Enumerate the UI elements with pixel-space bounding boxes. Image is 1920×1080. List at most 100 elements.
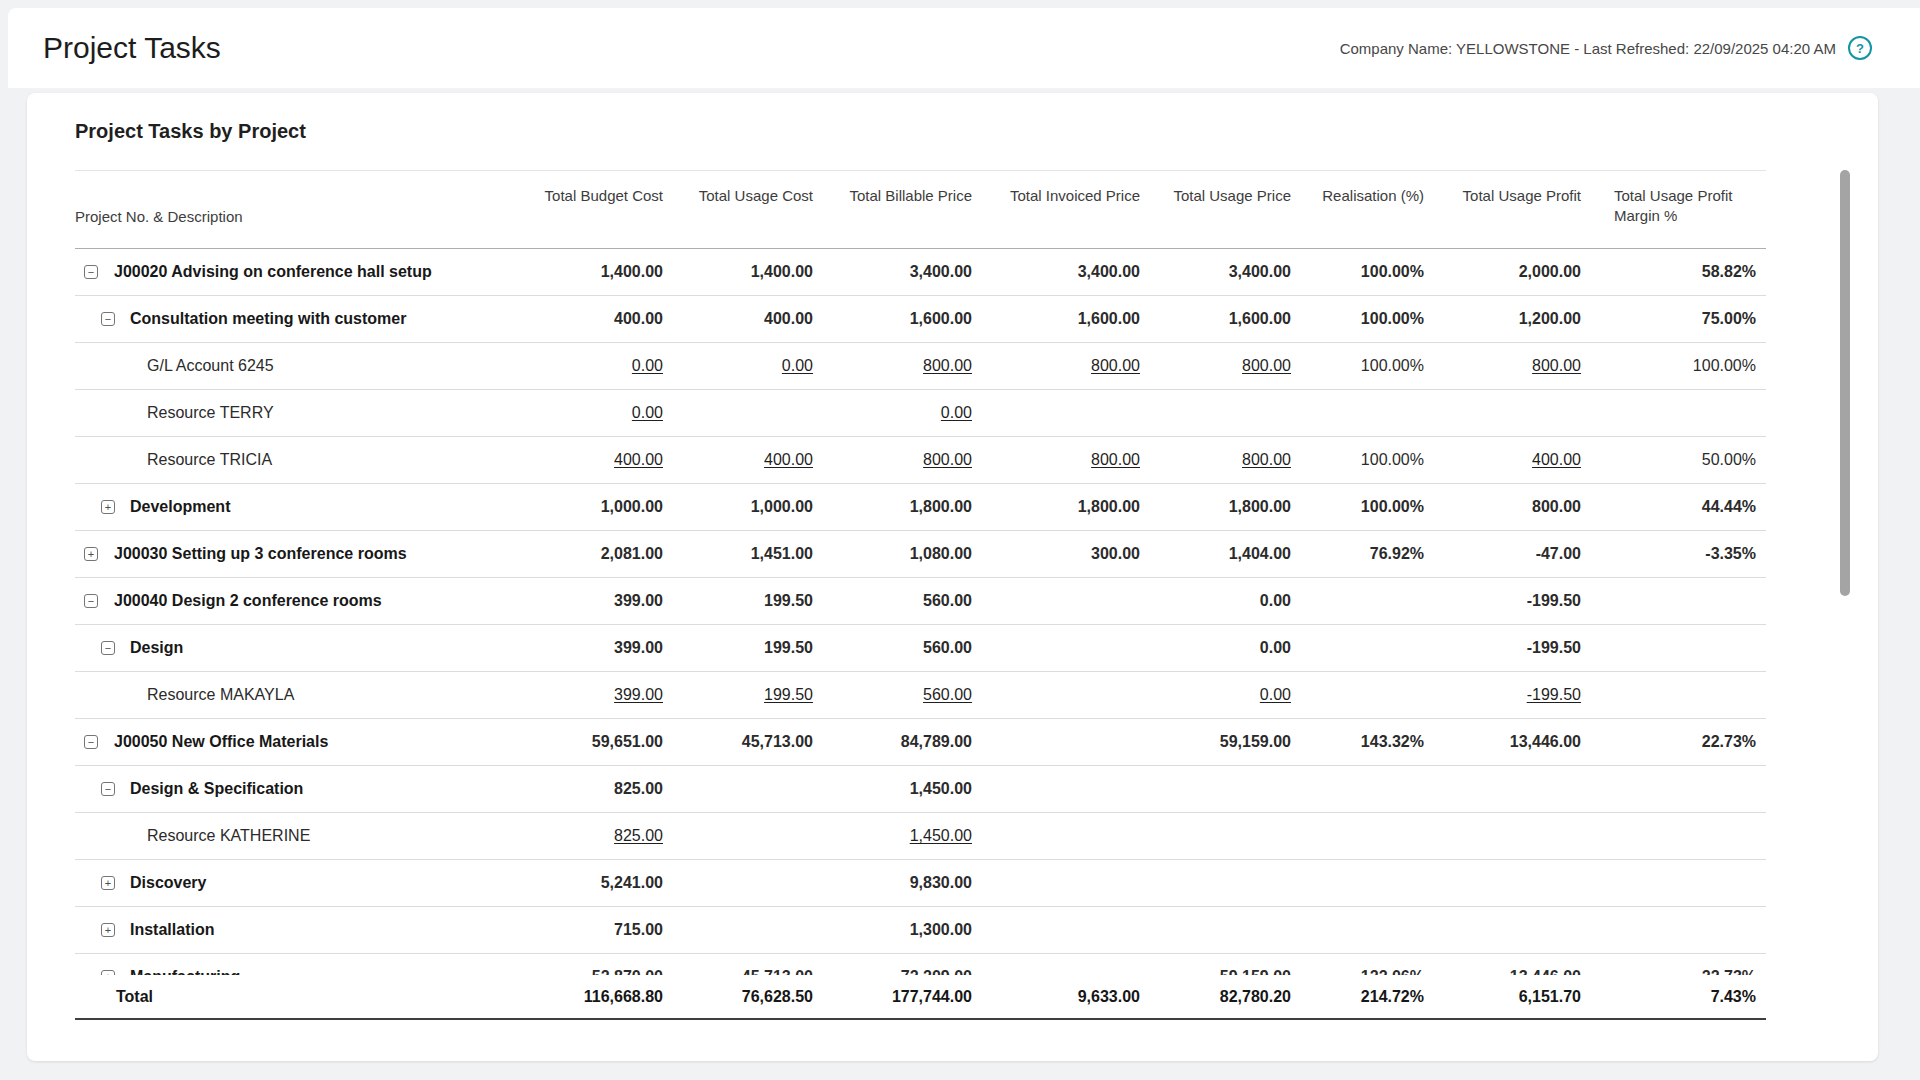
total-value: 116,668.80 [475,988,663,1006]
column-header[interactable]: Total Billable Price [813,186,972,248]
row-label-cell: −J00020 Advising on conference hall setu… [75,263,475,281]
value-cell: 5,241.00 [475,874,663,892]
table-row: +Development1,000.001,000.001,800.001,80… [75,484,1766,531]
value-text: 50.00% [1702,451,1756,468]
row-label: Resource TERRY [147,404,274,422]
value-text: 75.00% [1702,310,1756,327]
column-header[interactable]: Total Usage Price [1140,186,1291,248]
column-header[interactable]: Project No. & Description [75,186,475,248]
help-icon[interactable]: ? [1848,36,1872,60]
value-link[interactable]: 800.00 [923,357,972,374]
value-text: 13,446.00 [1510,733,1581,750]
value-cell: 825.00 [475,780,663,798]
value-link[interactable]: 560.00 [923,686,972,703]
value-text: 100.00% [1693,357,1756,374]
value-cell: 2,081.00 [475,545,663,563]
value-cell: 75.00% [1581,310,1756,328]
value-link[interactable]: 1,450.00 [910,827,972,844]
row-label-cell: Resource TERRY [75,404,475,422]
collapse-icon[interactable]: − [101,312,115,326]
value-text: 2,000.00 [1519,263,1581,280]
value-cell: 400.00 [1424,451,1581,469]
value-link[interactable]: 800.00 [1091,357,1140,374]
row-label: J00030 Setting up 3 conference rooms [114,545,407,563]
row-label-cell: − J00040 Design 2 conference rooms [75,592,475,610]
table-row: + Installation 715.00 1,300.00 [75,907,1766,954]
value-link[interactable]: 0.00 [782,357,813,374]
total-label: Total [116,988,153,1006]
column-header[interactable]: Total Invoiced Price [972,186,1140,248]
value-text: 1,200.00 [1519,310,1581,327]
expand-icon[interactable]: + [101,923,115,937]
row-label: Installation [130,921,214,939]
row-label: J00040 Design 2 conference rooms [114,592,382,610]
value-text: 560.00 [923,639,972,656]
value-link[interactable]: 400.00 [1532,451,1581,468]
value-link[interactable]: 800.00 [1242,357,1291,374]
column-header[interactable]: Total Usage Cost [663,186,813,248]
value-cell: 199.50 [663,639,813,657]
value-text: 399.00 [614,639,663,656]
expand-icon[interactable]: + [101,500,115,514]
value-cell: 300.00 [972,545,1140,563]
header-meta: Company Name: YELLOWSTONE - Last Refresh… [1340,36,1872,60]
value-cell: 1,800.00 [1140,498,1291,516]
value-text: 1,404.00 [1229,545,1291,562]
value-link[interactable]: 800.00 [1091,451,1140,468]
column-header[interactable]: Total Budget Cost [475,186,663,248]
value-text: 1,000.00 [751,498,813,515]
value-cell: 1,000.00 [475,498,663,516]
value-link[interactable]: 399.00 [614,686,663,703]
collapse-icon[interactable]: − [84,735,98,749]
value-cell: 1,800.00 [813,498,972,516]
column-header[interactable]: Realisation (%) [1291,186,1424,248]
scrollbar-thumb[interactable] [1840,170,1850,596]
value-cell: 800.00 [1424,357,1581,375]
value-link[interactable]: -199.50 [1527,686,1581,703]
total-value: 6,151.70 [1424,988,1581,1006]
collapse-icon[interactable]: − [101,782,115,796]
value-link[interactable]: 199.50 [764,686,813,703]
table-row: + J00030 Setting up 3 conference rooms 2,0… [75,531,1766,578]
value-text: -199.50 [1527,639,1581,656]
value-cell: 1,300.00 [813,921,972,939]
total-value: 7.43% [1581,988,1756,1006]
value-cell: 59,159.00 [1140,733,1291,751]
value-link[interactable]: 825.00 [614,827,663,844]
value-cell: 400.00 [663,310,813,328]
column-header[interactable]: Total Usage Profit [1424,186,1581,248]
value-text: 22.73% [1702,733,1756,750]
table-row: −J00040 Design 2 conference rooms399.001… [75,578,1766,625]
value-link[interactable]: 400.00 [614,451,663,468]
collapse-icon[interactable]: − [84,594,98,608]
value-text: 1,080.00 [910,545,972,562]
value-text: 1,300.00 [910,921,972,938]
value-link[interactable]: 0.00 [632,404,663,421]
value-link[interactable]: 800.00 [923,451,972,468]
value-cell: 800.00 [972,357,1140,375]
value-text: 100.00% [1361,498,1424,515]
value-cell: 1,450.00 [813,827,972,845]
total-value: 76,628.50 [663,988,813,1006]
value-link[interactable]: 800.00 [1532,357,1581,374]
value-cell: 800.00 [1140,451,1291,469]
value-link[interactable]: 400.00 [764,451,813,468]
value-link[interactable]: 800.00 [1242,451,1291,468]
expand-icon[interactable]: + [84,547,98,561]
value-link[interactable]: 0.00 [1260,686,1291,703]
value-cell: 715.00 [475,921,663,939]
value-text: 1,451.00 [751,545,813,562]
row-label-cell: Resource TRICIA [75,451,475,469]
value-cell: 0.00 [475,357,663,375]
column-header[interactable]: Total Usage Profit Margin % [1581,186,1756,248]
collapse-icon[interactable]: − [84,265,98,279]
value-cell: 560.00 [813,686,972,704]
value-link[interactable]: 0.00 [632,357,663,374]
value-cell: 400.00 [475,310,663,328]
value-link[interactable]: 0.00 [941,404,972,421]
expand-icon[interactable]: + [101,876,115,890]
value-cell: 9,830.00 [813,874,972,892]
collapse-icon[interactable]: − [101,641,115,655]
row-label-cell: Resource KATHERINE [75,827,475,845]
table-row: −Design & Specification825.001,450.00 [75,766,1766,813]
